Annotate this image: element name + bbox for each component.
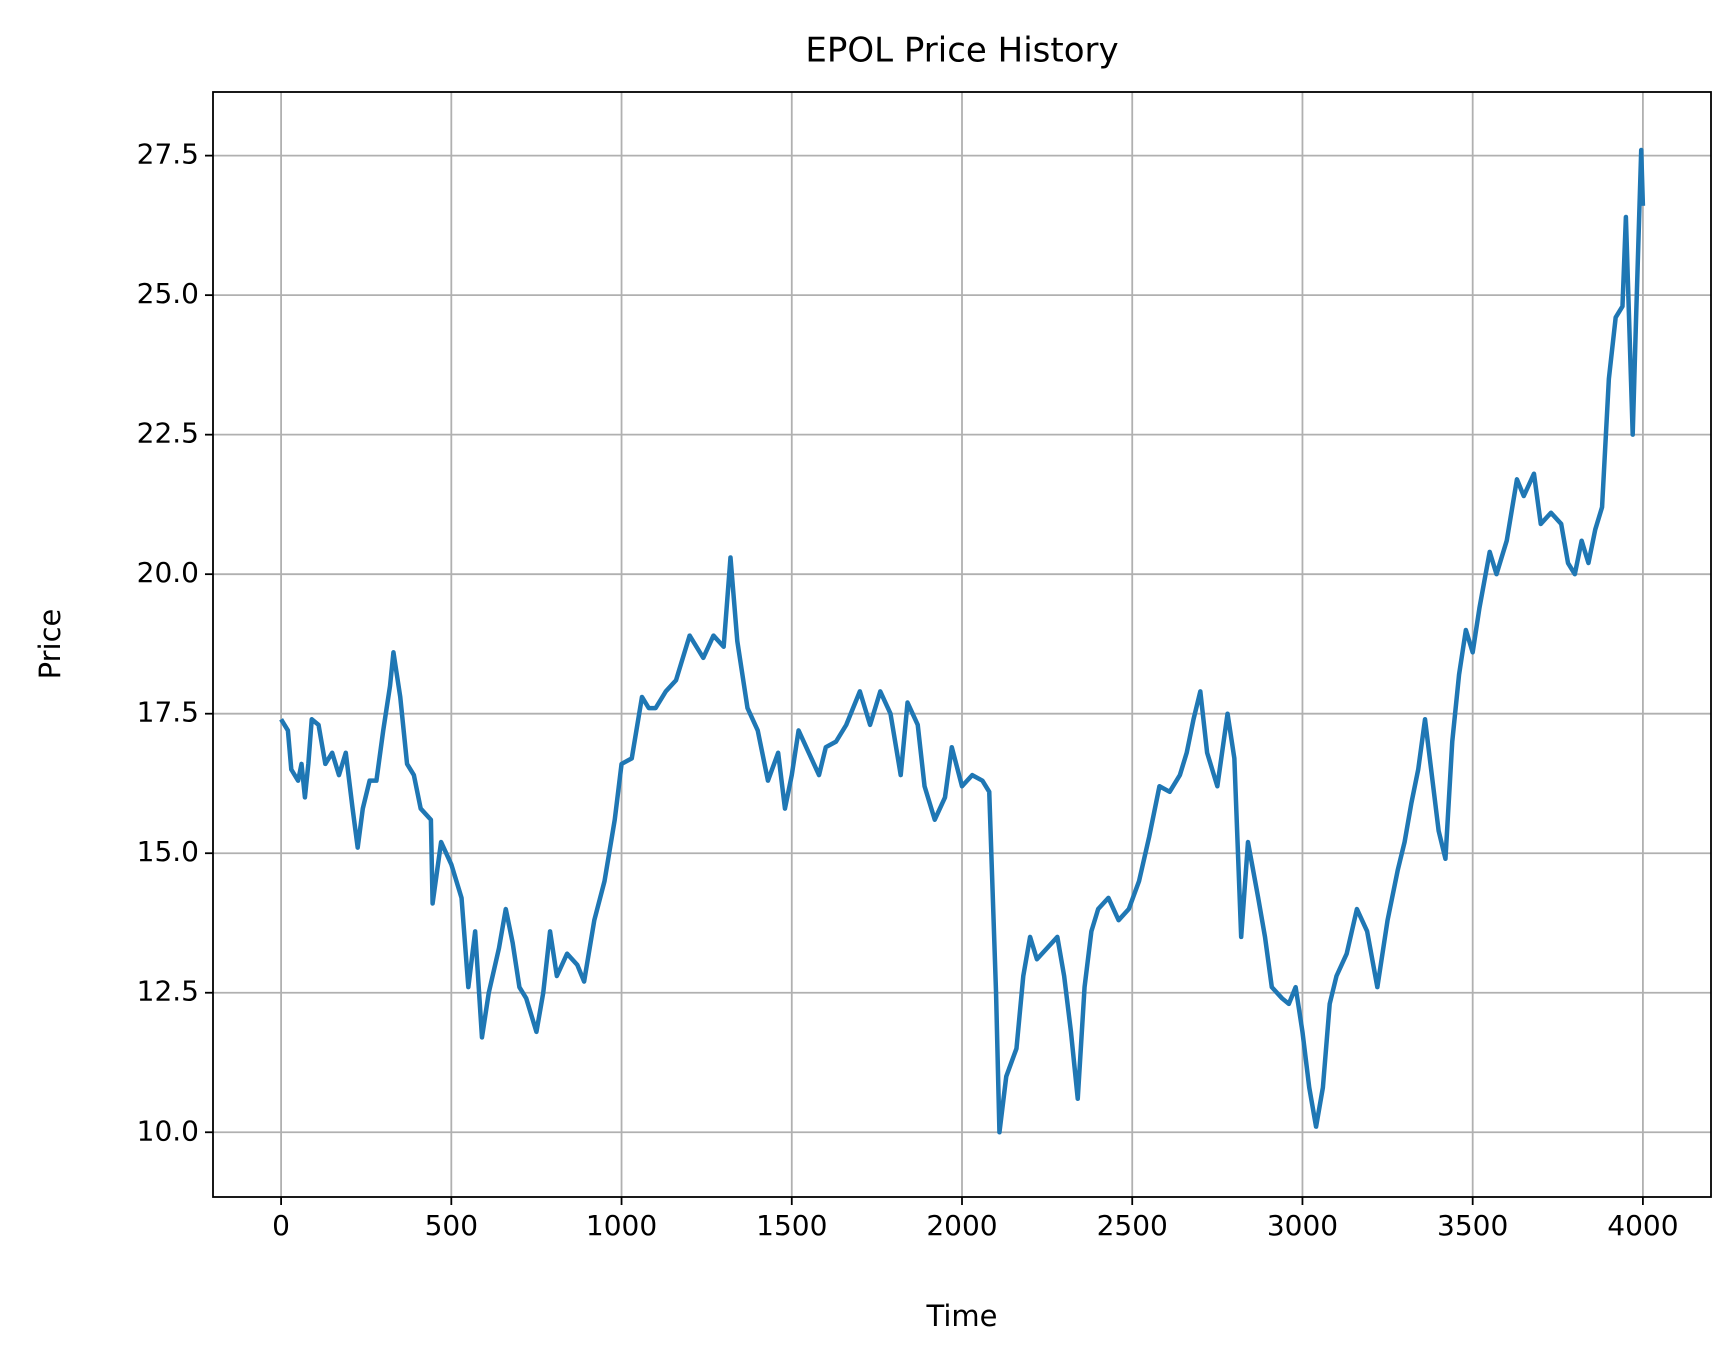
- y-tick-label: 27.5: [137, 138, 199, 171]
- x-tick-label: 500: [425, 1209, 478, 1242]
- x-tick-label: 1000: [586, 1209, 657, 1242]
- price-line: [279, 147, 1646, 1135]
- x-tick-label: 1500: [756, 1209, 827, 1242]
- plot-frame: [212, 91, 1712, 1198]
- y-tick-label: 22.5: [137, 417, 199, 450]
- y-axis-label: Price: [33, 609, 67, 680]
- x-tick-label: 0: [272, 1209, 290, 1242]
- y-tick-label: 15.0: [137, 835, 199, 868]
- y-tick-label: 20.0: [137, 556, 199, 589]
- y-tick-label: 17.5: [137, 696, 199, 729]
- chart-title: EPOL Price History: [805, 31, 1118, 71]
- x-tick-label: 3000: [1267, 1209, 1338, 1242]
- y-tick-label: 25.0: [137, 277, 199, 310]
- y-tick-label: 10.0: [137, 1114, 199, 1147]
- x-tick-label: 4000: [1607, 1209, 1678, 1242]
- x-tick-label: 3500: [1437, 1209, 1508, 1242]
- x-tick-label: 2000: [926, 1209, 997, 1242]
- x-axis-label: Time: [926, 1299, 998, 1333]
- x-tick-label: 2500: [1097, 1209, 1168, 1242]
- y-tick-label: 12.5: [137, 975, 199, 1008]
